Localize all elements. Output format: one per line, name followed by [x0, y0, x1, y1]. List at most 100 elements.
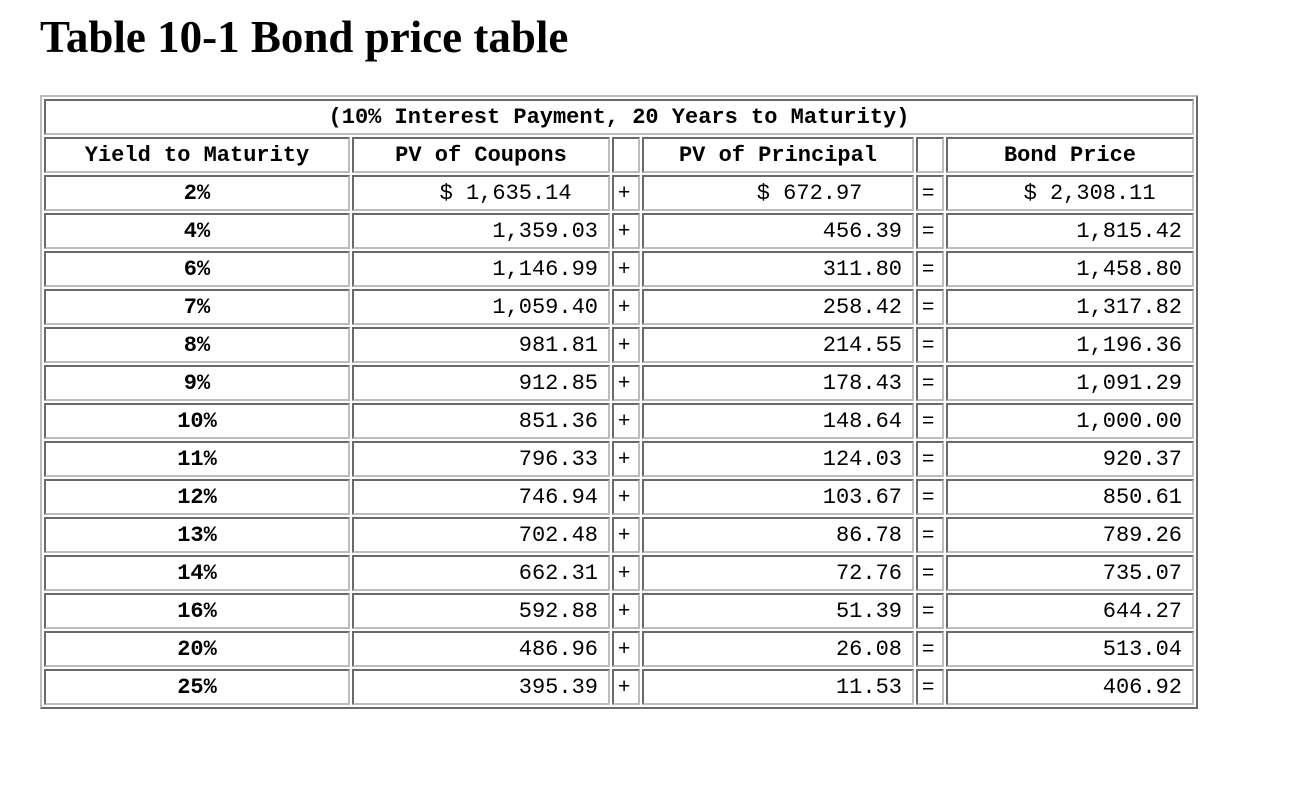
pv-principal-cell: 124.03: [642, 441, 914, 477]
pv-coupons-cell: 1,359.03: [352, 213, 610, 249]
table-caption-row: (10% Interest Payment, 20 Years to Matur…: [44, 99, 1194, 135]
pv-coupons-cell: 395.39: [352, 669, 610, 705]
bond-price-cell: 1,196.36: [946, 327, 1194, 363]
pv-coupons-cell: 796.33: [352, 441, 610, 477]
bond-price-cell: 1,458.80: [946, 251, 1194, 287]
bond-price-cell: 735.07: [946, 555, 1194, 591]
yield-cell: 11%: [44, 441, 350, 477]
table-row: 12% 746.94 +103.67 = 850.61: [44, 479, 1194, 515]
pv-principal-cell: 148.64: [642, 403, 914, 439]
plus-sign: +: [612, 631, 640, 667]
equals-sign: =: [916, 365, 944, 401]
pv-principal-cell: $ 672.97: [642, 175, 914, 211]
header-pv-of-coupons: PV of Coupons: [352, 137, 610, 173]
header-spacer-plus: [612, 137, 640, 173]
table-row: 13% 702.48 +86.78 = 789.26: [44, 517, 1194, 553]
bond-price-table: (10% Interest Payment, 20 Years to Matur…: [40, 95, 1198, 709]
plus-sign: +: [612, 403, 640, 439]
pv-principal-cell: 103.67: [642, 479, 914, 515]
equals-sign: =: [916, 175, 944, 211]
bond-price-cell: 850.61: [946, 479, 1194, 515]
pv-coupons-cell: 662.31: [352, 555, 610, 591]
table-row: 11% 796.33 +124.03 = 920.37: [44, 441, 1194, 477]
plus-sign: +: [612, 593, 640, 629]
bond-price-cell: $ 2,308.11: [946, 175, 1194, 211]
yield-cell: 9%: [44, 365, 350, 401]
plus-sign: +: [612, 365, 640, 401]
table-row: 2% $ 1,635.14 + $ 672.97 = $ 2,308.11: [44, 175, 1194, 211]
equals-sign: =: [916, 631, 944, 667]
yield-cell: 2%: [44, 175, 350, 211]
pv-principal-cell: 311.80: [642, 251, 914, 287]
equals-sign: =: [916, 517, 944, 553]
equals-sign: =: [916, 213, 944, 249]
pv-principal-cell: 456.39: [642, 213, 914, 249]
bond-price-cell: 1,000.00: [946, 403, 1194, 439]
pv-principal-cell: 11.53: [642, 669, 914, 705]
table-row: 25% 395.39 +11.53 = 406.92: [44, 669, 1194, 705]
equals-sign: =: [916, 327, 944, 363]
pv-coupons-cell: 746.94: [352, 479, 610, 515]
page-title: Table 10-1 Bond price table: [40, 12, 569, 62]
plus-sign: +: [612, 289, 640, 325]
pv-coupons-cell: 912.85: [352, 365, 610, 401]
header-yield-to-maturity: Yield to Maturity: [44, 137, 350, 173]
plus-sign: +: [612, 213, 640, 249]
yield-cell: 13%: [44, 517, 350, 553]
yield-cell: 20%: [44, 631, 350, 667]
pv-coupons-cell: 702.48: [352, 517, 610, 553]
table-row: 8% 981.81 +214.55 = 1,196.36: [44, 327, 1194, 363]
yield-cell: 16%: [44, 593, 350, 629]
bond-price-cell: 513.04: [946, 631, 1194, 667]
bond-price-cell: 1,317.82: [946, 289, 1194, 325]
table-row: 16% 592.88 +51.39 = 644.27: [44, 593, 1194, 629]
yield-cell: 7%: [44, 289, 350, 325]
equals-sign: =: [916, 403, 944, 439]
pv-principal-cell: 258.42: [642, 289, 914, 325]
yield-cell: 10%: [44, 403, 350, 439]
equals-sign: =: [916, 555, 944, 591]
yield-cell: 25%: [44, 669, 350, 705]
plus-sign: +: [612, 327, 640, 363]
equals-sign: =: [916, 441, 944, 477]
yield-cell: 12%: [44, 479, 350, 515]
plus-sign: +: [612, 479, 640, 515]
table-caption: (10% Interest Payment, 20 Years to Matur…: [44, 99, 1194, 135]
header-pv-of-principal: PV of Principal: [642, 137, 914, 173]
table-row: 20% 486.96 +26.08 = 513.04: [44, 631, 1194, 667]
pv-coupons-cell: 592.88: [352, 593, 610, 629]
header-bond-price: Bond Price: [946, 137, 1194, 173]
pv-coupons-cell: 1,146.99: [352, 251, 610, 287]
pv-principal-cell: 26.08: [642, 631, 914, 667]
bond-price-cell: 789.26: [946, 517, 1194, 553]
table-row: 4% 1,359.03 +456.39 = 1,815.42: [44, 213, 1194, 249]
equals-sign: =: [916, 669, 944, 705]
yield-cell: 8%: [44, 327, 350, 363]
pv-principal-cell: 178.43: [642, 365, 914, 401]
table-row: 7% 1,059.40 +258.42 = 1,317.82: [44, 289, 1194, 325]
plus-sign: +: [612, 669, 640, 705]
pv-coupons-cell: 851.36: [352, 403, 610, 439]
bond-price-cell: 406.92: [946, 669, 1194, 705]
pv-principal-cell: 51.39: [642, 593, 914, 629]
pv-coupons-cell: 981.81: [352, 327, 610, 363]
plus-sign: +: [612, 555, 640, 591]
plus-sign: +: [612, 441, 640, 477]
equals-sign: =: [916, 479, 944, 515]
table-row: 9% 912.85 +178.43 = 1,091.29: [44, 365, 1194, 401]
equals-sign: =: [916, 251, 944, 287]
pv-coupons-cell: 1,059.40: [352, 289, 610, 325]
header-spacer-equals: [916, 137, 944, 173]
pv-principal-cell: 214.55: [642, 327, 914, 363]
table-row: 14% 662.31 +72.76 = 735.07: [44, 555, 1194, 591]
bond-price-cell: 644.27: [946, 593, 1194, 629]
bond-price-cell: 1,815.42: [946, 213, 1194, 249]
pv-coupons-cell: $ 1,635.14: [352, 175, 610, 211]
table-row: 6% 1,146.99 +311.80 = 1,458.80: [44, 251, 1194, 287]
equals-sign: =: [916, 289, 944, 325]
bond-price-cell: 920.37: [946, 441, 1194, 477]
yield-cell: 4%: [44, 213, 350, 249]
bond-price-cell: 1,091.29: [946, 365, 1194, 401]
plus-sign: +: [612, 175, 640, 211]
pv-principal-cell: 86.78: [642, 517, 914, 553]
